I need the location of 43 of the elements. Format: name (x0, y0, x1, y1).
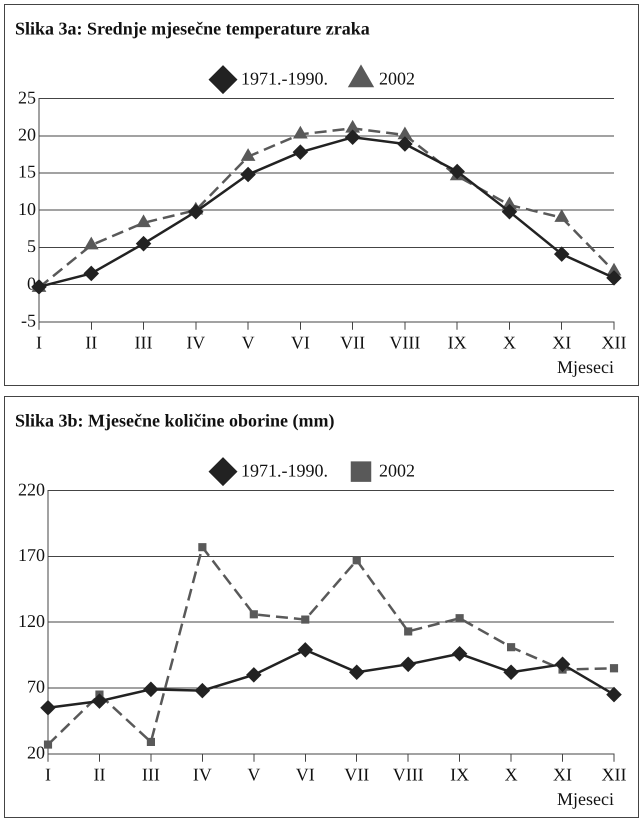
x-tick-label: IX (450, 764, 470, 784)
x-tick-label: VI (290, 332, 310, 352)
x-tick-label: VIII (392, 764, 424, 784)
x-tick-label: XI (552, 332, 572, 352)
x-tick-label: VII (340, 332, 366, 352)
x-tick-label: I (36, 332, 42, 352)
x-tick-label: X (502, 332, 516, 352)
legend-label: 2002 (378, 68, 415, 88)
x-axis-title: Mjeseci (557, 356, 614, 377)
x-tick-label: VI (296, 764, 315, 784)
legend-label: 1971.-1990. (241, 460, 328, 480)
y-tick-label: 15 (18, 162, 36, 182)
x-axis-title: Mjeseci (557, 788, 614, 809)
x-tick-label: III (142, 764, 160, 784)
x-tick-label: VII (344, 764, 370, 784)
y-tick-label: 120 (18, 610, 45, 631)
chart-title: Slika 3a: Srednje mjesečne temperature zraka (15, 18, 370, 38)
x-tick-label: II (93, 764, 106, 784)
chart-title: Slika 3b: Mjesečne količine oborine (mm) (15, 410, 334, 430)
y-tick-label: -5 (21, 310, 36, 331)
x-tick-label: XII (602, 332, 626, 352)
x-tick-label: VIII (389, 332, 420, 352)
x-tick-label: IX (448, 332, 467, 352)
y-tick-label: 10 (18, 198, 36, 219)
legend-label: 1971.-1990. (241, 68, 328, 88)
x-tick-label: V (242, 332, 255, 352)
y-tick-label: 20 (27, 742, 45, 763)
y-tick-label: 170 (18, 545, 45, 566)
y-tick-label: 25 (18, 87, 36, 108)
x-tick-label: I (45, 764, 51, 784)
x-tick-label: IV (186, 332, 206, 352)
x-tick-label: II (85, 332, 98, 352)
y-tick-label: 20 (18, 124, 36, 145)
y-tick-label: 220 (18, 479, 45, 500)
x-tick-label: IV (192, 764, 212, 784)
x-tick-label: V (247, 764, 260, 784)
y-tick-label: 5 (27, 236, 36, 256)
x-tick-label: III (134, 332, 153, 352)
legend-label: 2002 (378, 460, 415, 480)
x-tick-label: X (504, 764, 518, 784)
x-tick-label: XII (602, 764, 626, 784)
y-tick-label: 70 (27, 676, 45, 697)
x-tick-label: XI (553, 764, 572, 784)
